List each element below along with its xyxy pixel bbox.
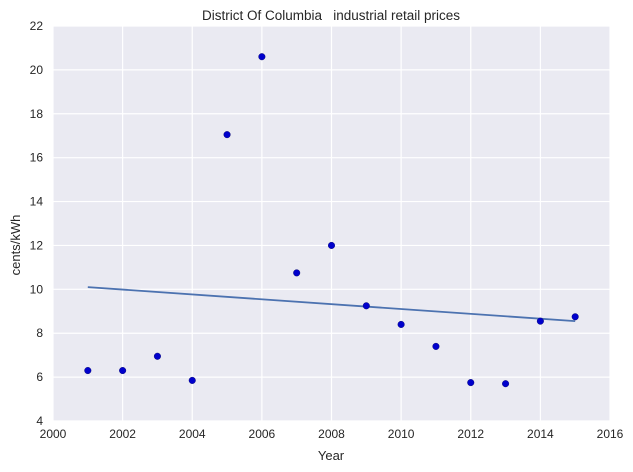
scatter-point (188, 376, 196, 384)
scatter-point (536, 317, 544, 325)
scatter-point (84, 367, 92, 375)
y-axis-label: cents/kWh (8, 215, 23, 276)
scatter-point (502, 380, 510, 388)
y-tick-label: 14 (30, 195, 44, 209)
y-tick-label: 18 (30, 107, 44, 121)
y-tick-label: 6 (36, 370, 43, 384)
x-tick-label: 2010 (388, 427, 415, 441)
x-tick-label: 2006 (249, 427, 276, 441)
x-tick-label: 2000 (40, 427, 67, 441)
x-tick-label: 2016 (597, 427, 624, 441)
scatter-point (571, 313, 579, 321)
x-axis: 2000 2002 2004 2006 2008 2010 2012 2014 2016 (40, 427, 624, 441)
scatter-points (84, 53, 579, 388)
scatter-point (362, 302, 370, 310)
scatter-point (397, 320, 405, 328)
x-tick-label: 2002 (109, 427, 136, 441)
grid (52, 25, 611, 422)
scatter-point (258, 53, 266, 61)
y-tick-label: 8 (36, 326, 43, 340)
y-tick-label: 22 (30, 19, 44, 33)
scatter-point (153, 352, 161, 360)
trend-line (87, 286, 576, 323)
x-tick-label: 2004 (179, 427, 206, 441)
x-tick-label: 2008 (318, 427, 345, 441)
scatter-point (223, 131, 231, 139)
scatter-point (328, 241, 336, 249)
scatter-point (293, 269, 301, 277)
y-tick-label: 12 (30, 238, 44, 252)
y-tick-label: 4 (36, 414, 43, 428)
scatter-point (119, 367, 127, 375)
y-tick-label: 16 (30, 151, 44, 165)
trend-line-group (87, 286, 576, 323)
chart-title: District Of Columbia industrial retail p… (202, 8, 460, 23)
x-axis-label: Year (318, 448, 345, 463)
y-axis: 4 6 8 10 12 14 16 18 20 22 (30, 19, 44, 428)
x-tick-label: 2012 (457, 427, 484, 441)
x-tick-label: 2014 (527, 427, 554, 441)
y-tick-label: 20 (30, 63, 44, 77)
scatter-point (432, 342, 440, 350)
y-tick-label: 10 (30, 282, 44, 296)
scatter-point (467, 379, 475, 387)
